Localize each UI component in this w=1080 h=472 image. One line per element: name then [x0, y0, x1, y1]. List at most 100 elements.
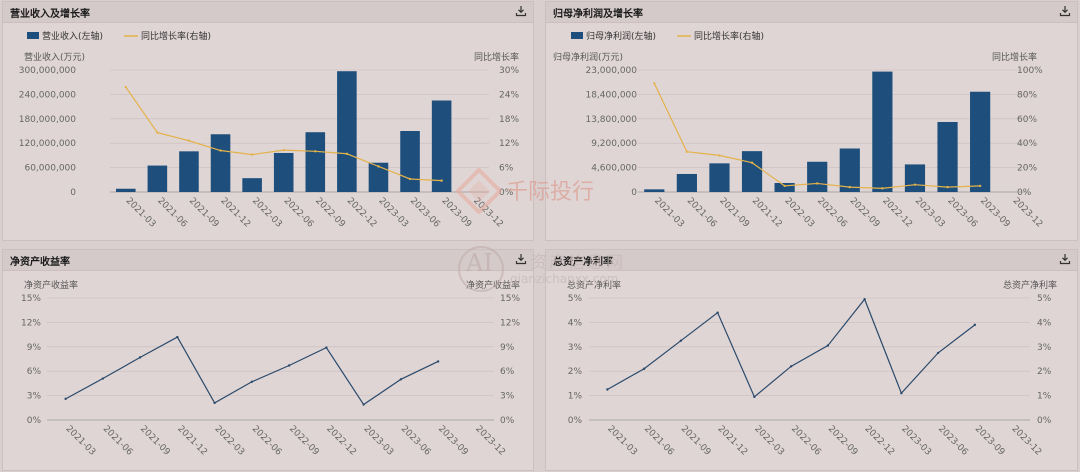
x-tick-label: 2021-03	[124, 196, 158, 230]
bar	[431, 100, 452, 192]
ratio-line	[65, 336, 439, 406]
bar	[970, 91, 991, 192]
x-tick-label: 2021-06	[155, 196, 189, 230]
x-tick-label: 2021-09	[187, 196, 221, 230]
data-point	[282, 148, 285, 152]
data-point	[64, 397, 67, 401]
left-tick-label: 3%	[27, 392, 42, 402]
x-tick-label: 2023-09	[973, 424, 1007, 458]
panel-title: 总资产净利率	[553, 257, 613, 268]
data-point	[716, 311, 719, 314]
data-point	[685, 150, 689, 153]
right-axis-title: 总资产净利率	[1003, 279, 1057, 291]
roa-panel: 总资产净利率 总资产净利率 总资产净利率 0% 0% 1% 1% 2% 2% 3% 3% 4% 4% 5…	[545, 249, 1078, 471]
right-tick-label: 3%	[500, 392, 515, 402]
legend-label: 营业收入(左轴)	[42, 30, 103, 42]
x-tick-label: 2023-09	[978, 196, 1012, 230]
legend-bar-swatch	[27, 32, 39, 39]
x-tick-label: 2023-12	[1011, 196, 1045, 230]
data-point	[679, 339, 683, 342]
right-tick-label: 15%	[500, 294, 520, 304]
x-tick-label: 2023-03	[376, 196, 410, 230]
legend-label: 同比增长率(右轴)	[694, 30, 764, 42]
x-tick-label: 2021-12	[716, 424, 750, 458]
download-icon[interactable]	[1059, 253, 1071, 265]
x-tick-label: 2022-06	[789, 424, 823, 458]
left-tick-label: 15%	[21, 294, 41, 304]
panel-title: 归母净利润及增长率	[553, 9, 643, 20]
data-point	[863, 298, 866, 301]
download-icon[interactable]	[515, 5, 527, 17]
data-point	[345, 152, 349, 155]
bar	[937, 121, 958, 192]
left-axis-title: 净资产收益率	[24, 279, 78, 291]
legend-bar-swatch	[571, 32, 583, 39]
left-tick-label: 180,000,000	[19, 115, 77, 125]
left-tick-label: 12%	[21, 318, 41, 328]
bar	[305, 132, 326, 192]
left-tick-label: 240,000,000	[19, 90, 77, 100]
data-point	[789, 365, 793, 368]
x-tick-label: 2022-12	[880, 196, 914, 230]
right-tick-label: 40%	[1017, 139, 1037, 149]
bar	[210, 134, 231, 192]
left-tick-label: 9%	[27, 343, 42, 353]
x-tick-label: 2021-03	[652, 196, 686, 230]
panel-header: 营业收入及增长率	[3, 2, 533, 23]
right-tick-label: 30%	[499, 66, 519, 76]
right-tick-label: 9%	[500, 343, 515, 353]
left-tick-label: 120,000,000	[19, 139, 77, 149]
panel-header: 归母净利润及增长率	[546, 2, 1077, 23]
left-tick-label: 6%	[27, 367, 42, 377]
left-tick-label: 0	[631, 188, 637, 198]
x-tick-label: 2021-06	[101, 424, 135, 458]
data-point	[440, 179, 443, 182]
download-icon[interactable]	[515, 253, 527, 265]
data-point	[124, 85, 127, 89]
left-tick-label: 4,600,000	[591, 164, 637, 174]
roe-chart: 净资产收益率 净资产收益率 0% 0% 3% 3% 6% 6% 9% 9% 12% 12% 15% 15%…	[21, 279, 520, 458]
x-tick-label: 2023-06	[408, 196, 442, 230]
right-tick-label: 80%	[1017, 90, 1037, 100]
data-point	[213, 401, 216, 405]
panel-header: 总资产净利率	[546, 250, 1077, 271]
legend-label: 同比增长率(右轴)	[141, 30, 211, 42]
x-tick-label: 2022-09	[848, 196, 882, 230]
x-tick-label: 2022-09	[287, 424, 321, 458]
right-tick-label: 1%	[1037, 392, 1052, 402]
x-tick-label: 2021-12	[750, 196, 784, 230]
bar	[368, 162, 389, 192]
right-axis-title: 同比增长率	[474, 51, 519, 63]
data-point	[408, 177, 412, 181]
revenue-panel: 营业收入及增长率 营业收入(左轴) 同比增长率(右轴) 营业收入(万元) 同比增长率 0…	[2, 1, 534, 241]
bar	[904, 164, 926, 192]
data-point	[900, 391, 903, 395]
right-axis-title: 同比增长率	[992, 51, 1037, 63]
data-point	[219, 149, 222, 152]
download-icon[interactable]	[1059, 5, 1071, 17]
right-tick-label: 18%	[499, 115, 519, 125]
x-tick-label: 2023-09	[440, 196, 474, 230]
legend-item: 归母净利润(左轴)	[571, 30, 656, 42]
data-point	[750, 161, 754, 164]
right-tick-label: 3%	[1037, 343, 1052, 353]
legend-item: 同比增长率(右轴)	[677, 30, 764, 42]
data-point	[913, 183, 917, 186]
right-tick-label: 12%	[499, 139, 519, 149]
left-tick-label: 1%	[568, 392, 583, 402]
data-point	[718, 154, 721, 157]
x-tick-label: 2022-06	[815, 196, 849, 230]
bar	[676, 173, 697, 192]
bar	[774, 182, 795, 192]
bar	[337, 71, 357, 192]
data-point	[826, 344, 830, 347]
data-point	[325, 346, 328, 349]
ratio-line	[607, 298, 976, 398]
x-tick-label: 2023-06	[936, 424, 970, 458]
right-tick-label: 0%	[500, 416, 515, 426]
net-profit-chart: 归母净利润(左轴) 同比增长率(右轴) 归母净利润(万元) 同比增长率 0 0% 4,600…	[553, 30, 1045, 230]
panel-title: 营业收入及增长率	[10, 9, 90, 20]
x-tick-label: 2021-03	[605, 424, 639, 458]
bar	[242, 178, 262, 192]
data-point	[816, 182, 819, 185]
